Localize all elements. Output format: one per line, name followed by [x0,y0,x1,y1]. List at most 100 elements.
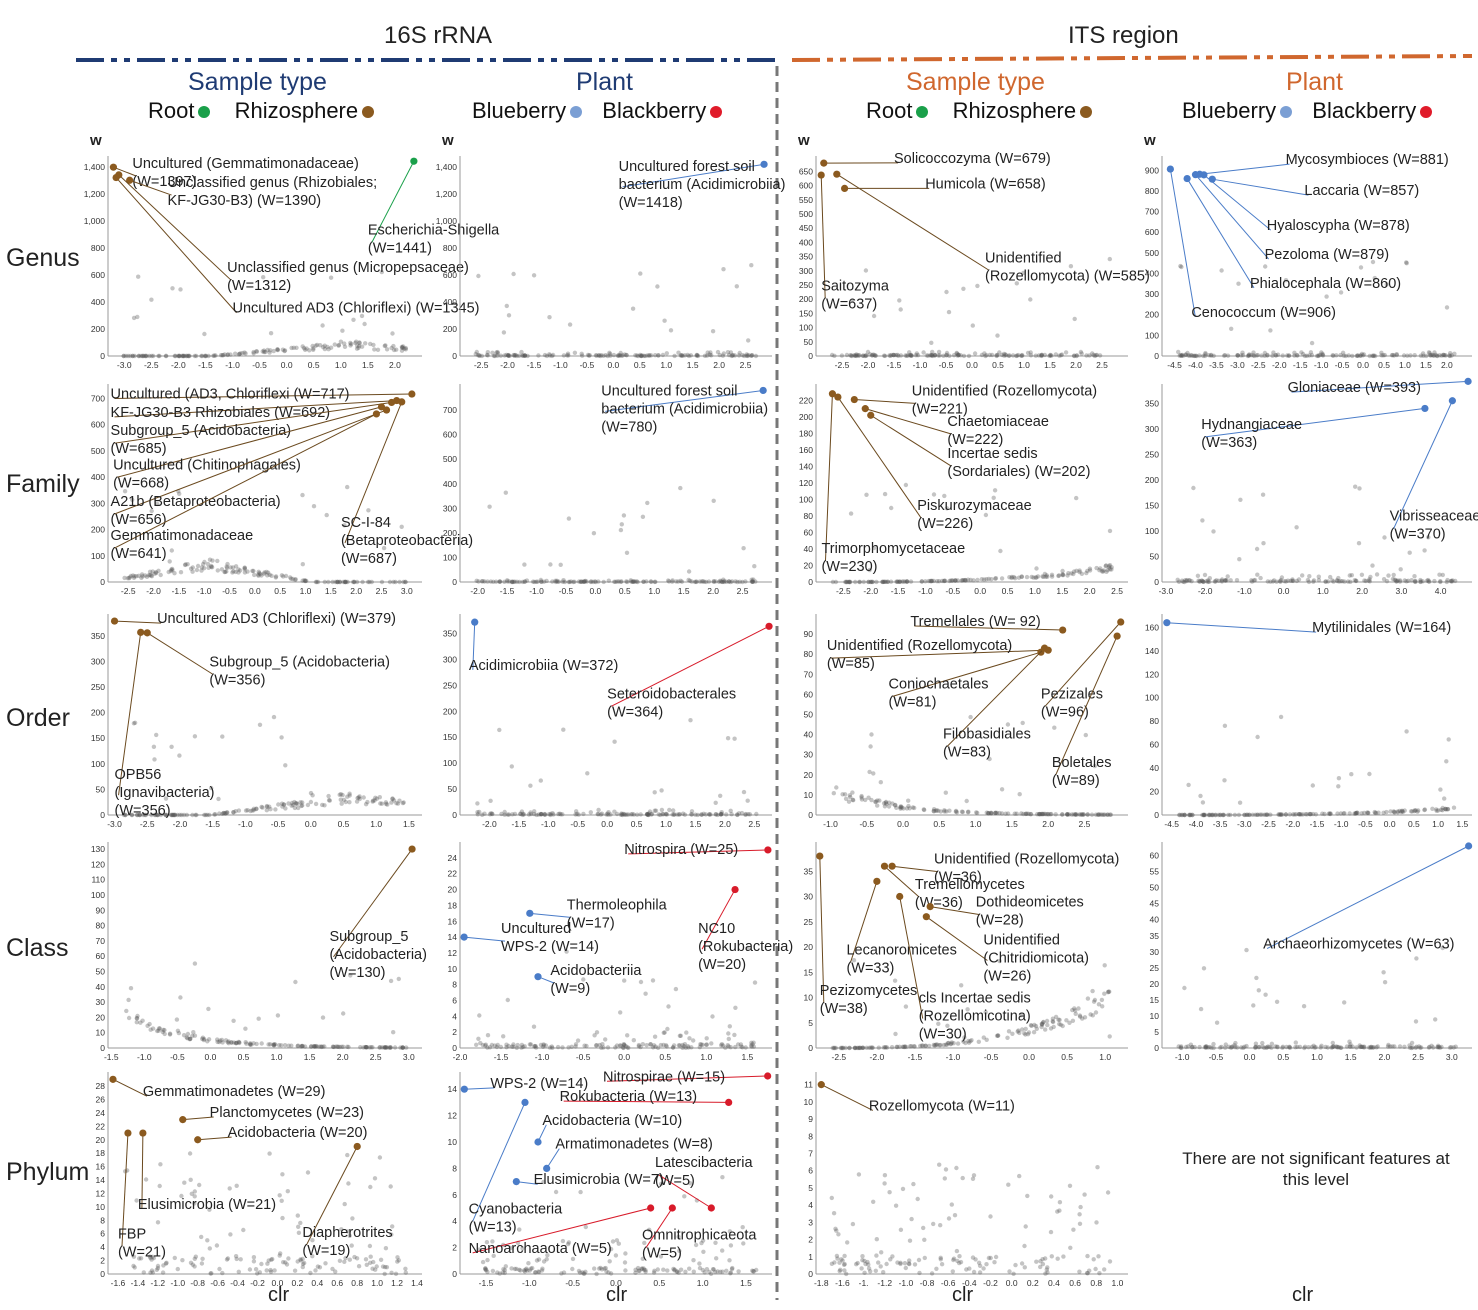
background-feature-point [1176,349,1181,355]
background-feature-point [395,1259,400,1264]
background-feature-point [579,579,584,584]
highlighted-feature-point [867,411,875,419]
background-feature-point [1244,1043,1249,1049]
background-feature-point [237,352,242,357]
background-feature-point [944,289,949,295]
annotation-leader-line [914,625,1063,631]
background-feature-point [541,579,547,584]
background-feature-point [1420,351,1426,356]
background-feature-point [583,1269,588,1275]
background-feature-point [975,810,980,816]
background-feature-point [256,1016,261,1021]
annotation-label: Uncultured (Chitinophagales) (W=668) [113,457,301,491]
background-feature-point [1358,265,1364,270]
background-feature-point [565,1241,571,1247]
background-feature-point [1039,1021,1045,1026]
background-feature-point [349,1243,354,1248]
background-feature-point [1180,579,1186,584]
background-feature-point [580,1270,585,1275]
background-feature-point [1391,809,1396,814]
annotation-label-line: Chaetomiaceae [947,414,1049,430]
row-label-genus: Genus [6,244,80,272]
background-feature-point [283,1260,288,1265]
background-feature-point [574,809,579,814]
background-feature-point [1038,812,1043,817]
background-feature-point [834,1253,840,1259]
background-feature-point [1372,809,1377,815]
background-feature-point [1100,1004,1105,1009]
background-feature-point [1186,578,1192,583]
background-feature-point [613,1253,619,1258]
background-feature-point [1307,811,1312,817]
background-feature-point [1392,810,1397,815]
background-feature-point [846,579,852,585]
annotation-leader-line [114,401,392,444]
background-feature-point [1294,353,1300,358]
highlighted-feature-point [143,629,151,637]
background-feature-point [958,353,963,358]
background-feature-point [1222,578,1228,583]
background-feature-point [893,1203,899,1208]
annotation-label-line: (W=26) [983,968,1031,984]
background-feature-point [267,572,272,577]
background-feature-point [155,1263,161,1269]
background-feature-point [929,353,934,358]
background-feature-point [1069,812,1075,817]
background-feature-point [212,353,217,358]
background-feature-point [970,323,975,328]
background-feature-point [573,1044,578,1049]
background-feature-point [724,1268,729,1274]
background-feature-point [1199,578,1204,583]
background-feature-point [238,1257,243,1262]
annotation-label: Hydnangiaceae (W=363) [1201,417,1302,451]
annotation-label-line: (W=221) [912,401,968,417]
background-feature-point [311,1044,316,1049]
background-feature-point [1042,571,1048,577]
annotation-label: Archaeorhizomycetes (W=63) [1263,937,1454,953]
background-feature-point [1211,1045,1216,1051]
background-feature-point [1397,1044,1403,1049]
background-feature-point [682,812,688,817]
x-tick-label: 3.0 [401,586,413,596]
background-feature-point [248,1041,253,1046]
background-feature-point [1358,353,1363,358]
background-feature-point [547,352,552,357]
background-feature-point [962,578,967,583]
annotation-label-line: Unidentified [983,932,1060,948]
background-feature-point [671,1043,677,1048]
background-feature-point [300,344,305,349]
y-tick-label: 40 [804,544,814,554]
background-feature-point [566,516,572,521]
annotation-label: Latescibacteria (W=5) [655,1155,753,1189]
background-feature-point [1188,352,1194,358]
background-feature-point [730,579,735,584]
background-feature-point [964,1267,969,1272]
background-feature-point [382,343,387,349]
background-feature-point [125,576,130,581]
annotation-label-line: (W=685) [111,441,167,457]
background-feature-point [259,1261,264,1267]
y-tick-label: 500 [443,454,457,464]
background-feature-point [243,1040,248,1045]
background-feature-point [299,1043,305,1049]
background-feature-point [1367,353,1372,359]
background-feature-point [677,1043,682,1048]
background-feature-point [711,579,716,584]
background-feature-point [313,579,319,585]
x-tick-label: -1.0 [1175,1052,1190,1062]
x-tick-label: -0.8 [190,1278,205,1288]
background-feature-point [1430,353,1436,358]
background-feature-point [1198,793,1203,799]
background-feature-point [1300,351,1306,357]
background-feature-point [1422,548,1427,553]
background-feature-point [648,579,653,584]
background-feature-point [1034,1026,1040,1032]
background-feature-point [225,352,230,358]
background-feature-point [1080,1016,1085,1021]
background-feature-point [653,579,658,584]
background-feature-point [218,353,224,358]
background-feature-point [749,353,755,358]
background-feature-point [633,1267,638,1273]
background-feature-point [860,1258,865,1263]
background-feature-point [521,1268,527,1273]
